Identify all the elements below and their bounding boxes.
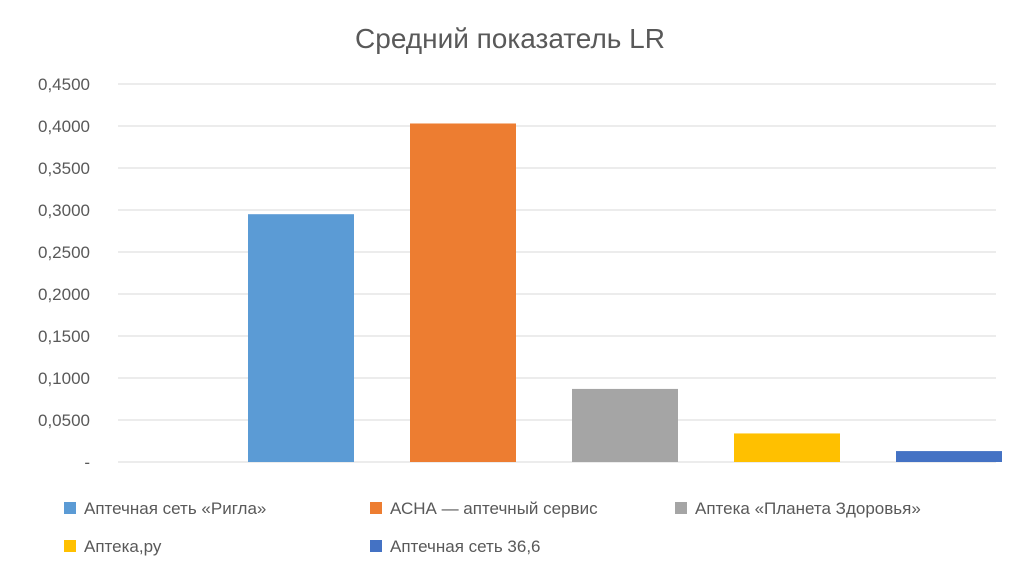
- y-tick-label: 0,2500: [38, 243, 90, 262]
- legend: Аптечная сеть «Ригла» АСНА — аптечный сер…: [64, 499, 921, 556]
- legend-swatch: [370, 540, 382, 552]
- bars: [248, 123, 1002, 462]
- bar: [410, 123, 516, 462]
- legend-swatch: [64, 540, 76, 552]
- y-tick-label: 0,4500: [38, 75, 90, 94]
- y-tick-label: 0,2000: [38, 285, 90, 304]
- legend-swatch: [370, 502, 382, 514]
- legend-label: Аптека «Планета Здоровья»: [695, 499, 921, 518]
- y-tick-label: 0,3500: [38, 159, 90, 178]
- y-tick-label: 0,4000: [38, 117, 90, 136]
- legend-label: АСНА — аптечный сервис: [390, 499, 598, 518]
- y-tick-label: 0,1000: [38, 369, 90, 388]
- legend-label: Аптечная сеть 36,6: [390, 537, 541, 556]
- legend-label: Аптека,ру: [84, 537, 162, 556]
- legend-swatch: [675, 502, 687, 514]
- y-tick-label: 0,0500: [38, 411, 90, 430]
- bar: [248, 214, 354, 462]
- y-tick-label: -: [84, 453, 90, 472]
- y-axis-ticks: - 0,0500 0,1000 0,1500 0,2000 0,2500 0,3000 0,3…: [38, 75, 90, 472]
- legend-label: Аптечная сеть «Ригла»: [84, 499, 266, 518]
- legend-swatch: [64, 502, 76, 514]
- y-tick-label: 0,3000: [38, 201, 90, 220]
- bar: [896, 451, 1002, 462]
- chart-title: Средний показатель LR: [355, 23, 665, 54]
- bar: [572, 388, 678, 462]
- y-tick-label: 0,1500: [38, 327, 90, 346]
- bar: [734, 433, 840, 462]
